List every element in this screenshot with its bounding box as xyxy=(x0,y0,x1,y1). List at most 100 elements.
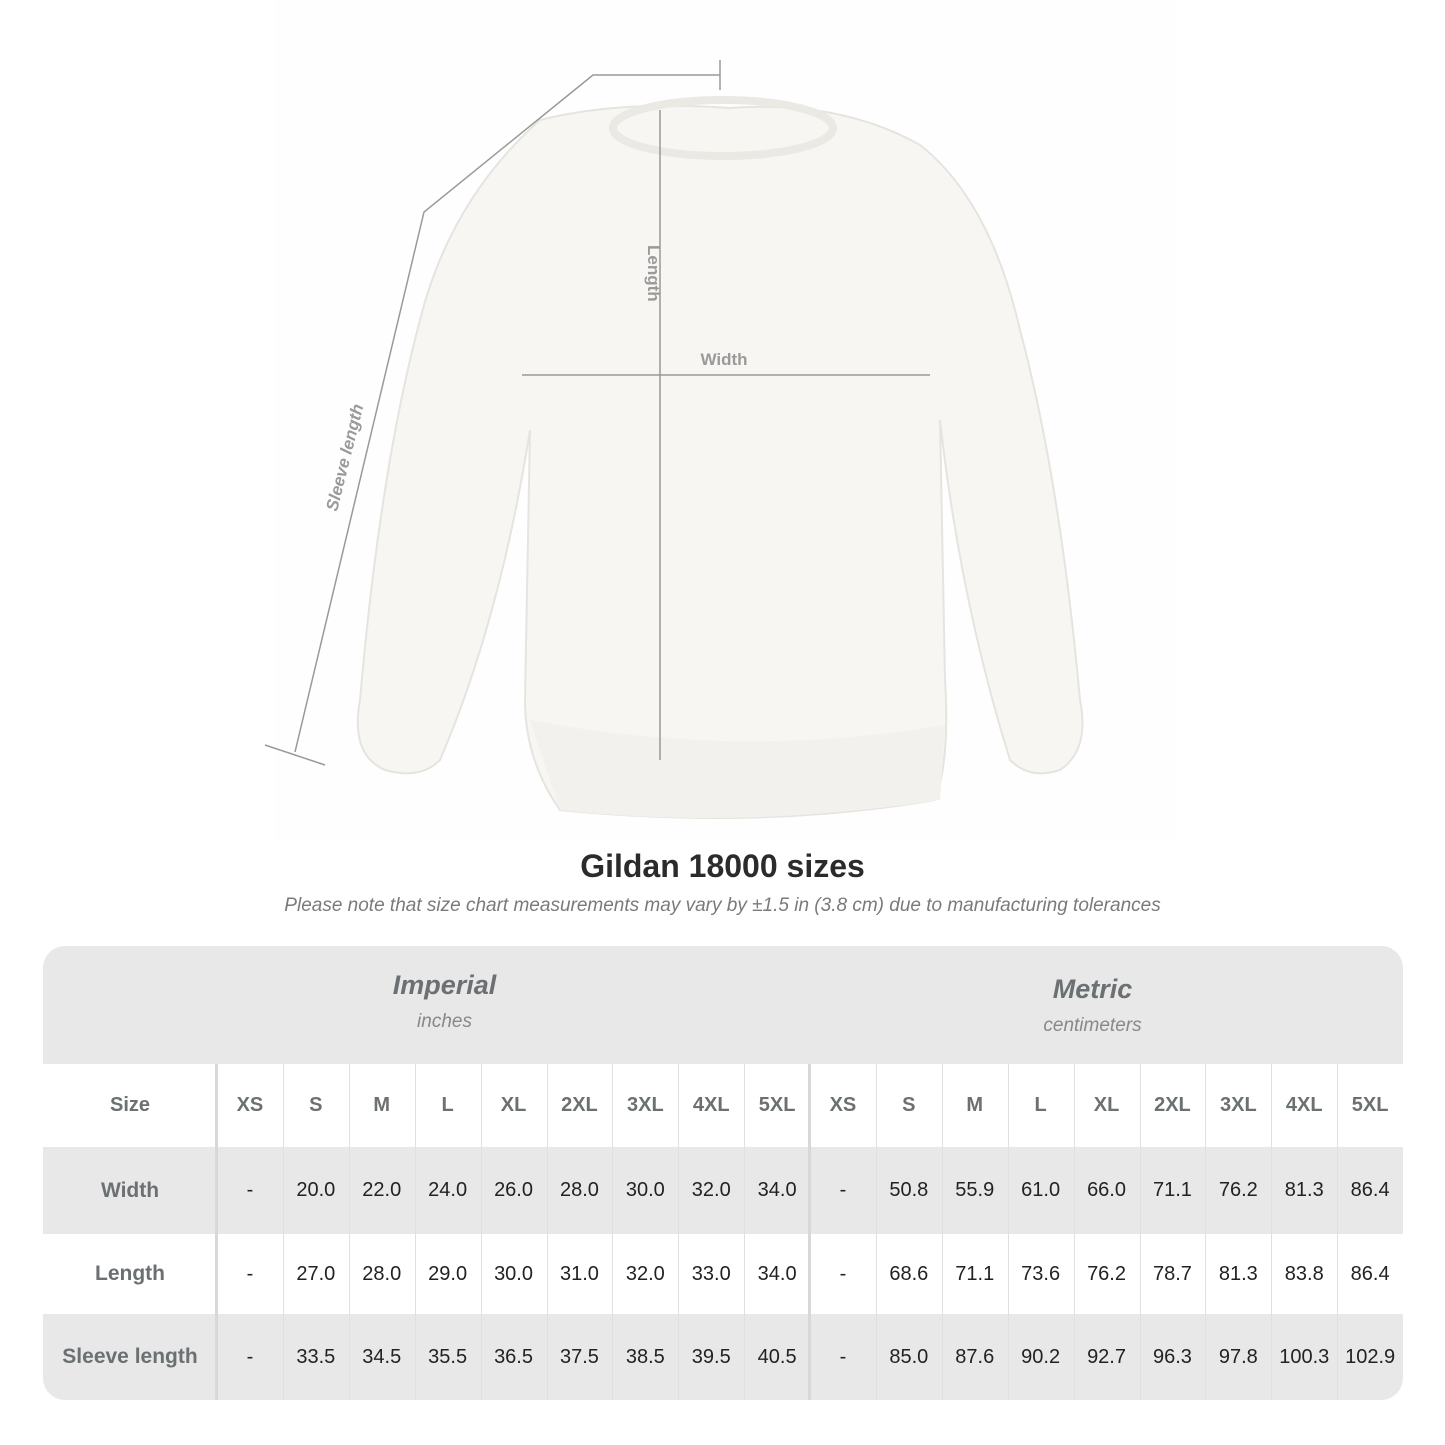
metric-header: Metric centimeters xyxy=(810,974,1375,1037)
metric-value: 97.8 xyxy=(1218,1345,1258,1368)
imperial-value: 22.0 xyxy=(362,1179,402,1201)
imperial-value: 26.0 xyxy=(494,1179,533,1201)
column-divider xyxy=(808,1064,811,1400)
column-divider xyxy=(480,1064,482,1400)
imperial-size-4XL: 4XL xyxy=(692,1094,730,1116)
imperial-size-2XL: 2XL xyxy=(561,1094,598,1116)
imperial-value: 33.5 xyxy=(296,1345,336,1368)
metric-value: 71.1 xyxy=(955,1262,995,1285)
row-label: Sleeve length xyxy=(62,1345,198,1368)
imperial-value: 28.0 xyxy=(362,1262,402,1285)
sweatshirt-illustration: Length Width Sleeve length xyxy=(264,60,1084,819)
metric-value: 50.8 xyxy=(889,1179,929,1201)
column-divider xyxy=(941,1064,943,1400)
length-label: Length xyxy=(644,245,663,302)
imperial-value: 30.0 xyxy=(625,1179,665,1201)
metric-size-S: S xyxy=(902,1094,916,1116)
imperial-value: 34.0 xyxy=(757,1179,797,1201)
metric-size-3XL: 3XL xyxy=(1219,1094,1257,1116)
tolerance-note: Please note that size chart measurements… xyxy=(284,895,1161,916)
metric-value: 78.7 xyxy=(1152,1262,1192,1285)
metric-value: 76.2 xyxy=(1087,1262,1126,1285)
imperial-size-L: L xyxy=(441,1094,454,1116)
metric-size-4XL: 4XL xyxy=(1285,1094,1323,1116)
column-divider xyxy=(612,1064,614,1400)
column-divider xyxy=(1271,1064,1273,1400)
imperial-value: 37.5 xyxy=(559,1345,599,1368)
imperial-value: 32.0 xyxy=(691,1179,731,1201)
imperial-value: 34.5 xyxy=(362,1345,402,1368)
column-divider xyxy=(1073,1064,1075,1400)
imperial-value: 33.0 xyxy=(691,1262,731,1285)
sweatshirt-image xyxy=(356,96,1084,819)
metric-value: 96.3 xyxy=(1152,1345,1192,1368)
imperial-unit: inches xyxy=(417,1011,472,1032)
row-band xyxy=(43,1314,1403,1400)
column-divider xyxy=(1007,1064,1009,1400)
metric-title: Metric xyxy=(1052,974,1133,1004)
imperial-size-M: M xyxy=(373,1094,391,1116)
metric-value: 68.6 xyxy=(889,1262,929,1285)
column-divider xyxy=(282,1064,284,1400)
column-divider xyxy=(875,1064,877,1400)
metric-value: 81.3 xyxy=(1284,1179,1324,1201)
metric-value: 90.2 xyxy=(1021,1345,1061,1368)
metric-size-M: M xyxy=(966,1094,984,1116)
imperial-size-S: S xyxy=(309,1094,323,1116)
column-divider xyxy=(414,1064,416,1400)
imperial-value: 31.0 xyxy=(559,1262,599,1285)
imperial-value: 36.5 xyxy=(494,1345,533,1368)
imperial-value: 34.0 xyxy=(757,1262,797,1285)
column-divider xyxy=(744,1064,746,1400)
size-table: Imperial inches Metric centimeters Size X… xyxy=(43,946,1403,1400)
imperial-value: - xyxy=(246,1179,254,1201)
imperial-value: - xyxy=(246,1345,254,1368)
column-divider xyxy=(1205,1064,1207,1400)
imperial-value: 35.5 xyxy=(428,1345,468,1368)
imperial-value: 20.0 xyxy=(296,1179,336,1201)
metric-value: 86.4 xyxy=(1350,1262,1390,1285)
imperial-value: 38.5 xyxy=(625,1345,665,1368)
metric-value: 86.4 xyxy=(1350,1179,1390,1201)
imperial-size-3XL: 3XL xyxy=(626,1094,664,1116)
chart-title: Gildan 18000 sizes xyxy=(580,848,865,884)
column-divider xyxy=(1337,1064,1339,1400)
imperial-size-5XL: 5XL xyxy=(758,1094,796,1116)
metric-value: 71.1 xyxy=(1152,1179,1192,1201)
metric-value: 85.0 xyxy=(889,1345,929,1368)
column-divider xyxy=(1139,1064,1141,1400)
metric-value: 55.9 xyxy=(955,1179,995,1201)
imperial-title: Imperial xyxy=(392,970,497,1000)
header-band xyxy=(43,946,1403,1064)
imperial-value: 40.5 xyxy=(757,1345,797,1368)
column-divider xyxy=(546,1064,548,1400)
column-divider xyxy=(348,1064,350,1400)
imperial-value: 29.0 xyxy=(428,1262,468,1285)
metric-value: - xyxy=(839,1179,847,1201)
imperial-value: 30.0 xyxy=(494,1262,533,1285)
metric-size-XS: XS xyxy=(829,1094,857,1116)
imperial-value: 39.5 xyxy=(691,1345,731,1368)
metric-value: 76.2 xyxy=(1218,1179,1258,1201)
imperial-size-XL: XL xyxy=(500,1094,527,1116)
row-label: Length xyxy=(95,1262,165,1285)
row-label: Width xyxy=(100,1178,160,1202)
imperial-value: 27.0 xyxy=(296,1262,336,1285)
metric-value: 61.0 xyxy=(1021,1179,1061,1201)
row-band xyxy=(43,1147,1403,1234)
metric-unit: centimeters xyxy=(1043,1015,1142,1036)
width-label: Width xyxy=(700,350,747,369)
metric-value: - xyxy=(839,1262,847,1285)
imperial-header: Imperial inches xyxy=(217,970,672,1033)
imperial-value: 24.0 xyxy=(428,1179,468,1201)
column-divider xyxy=(215,1064,218,1400)
imperial-size-XS: XS xyxy=(236,1094,264,1116)
metric-value: 102.9 xyxy=(1345,1345,1396,1368)
metric-size-5XL: 5XL xyxy=(1351,1094,1389,1116)
metric-value: 92.7 xyxy=(1087,1345,1126,1368)
metric-value: 83.8 xyxy=(1284,1262,1324,1285)
imperial-value: - xyxy=(246,1262,254,1285)
metric-size-L: L xyxy=(1034,1094,1047,1116)
metric-size-XL: XL xyxy=(1093,1094,1120,1116)
metric-size-2XL: 2XL xyxy=(1154,1094,1191,1116)
